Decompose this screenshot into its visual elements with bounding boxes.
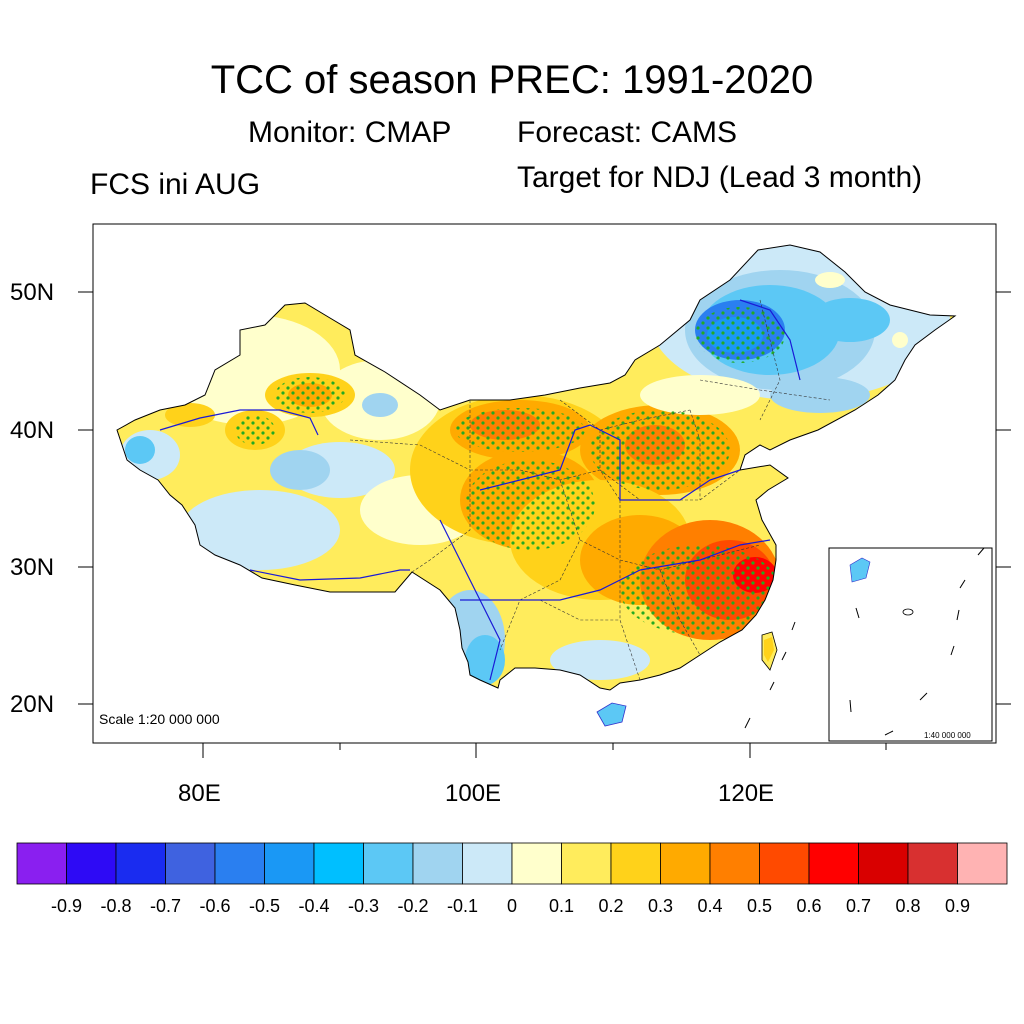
- colorbar-label: -0.2: [397, 896, 429, 916]
- colorbar-label: 0.2: [598, 896, 624, 916]
- chart-title: TCC of season PREC: 1991-2020: [210, 58, 814, 102]
- colorbar-swatch: [511, 842, 562, 885]
- colorbar-swatch: [709, 842, 760, 885]
- china-border: [116, 244, 957, 691]
- colorbar-label: 0.5: [746, 896, 773, 916]
- colorbar-label: -0.9: [50, 896, 83, 916]
- colorbar-label: -0.3: [347, 896, 380, 916]
- forecast-label: Forecast: CAMS: [517, 116, 738, 149]
- province-borders: [349, 299, 831, 681]
- monitor-label: Monitor: CMAP: [248, 116, 452, 149]
- colorbar-swatch: [165, 842, 216, 885]
- colorbar-swatch: [907, 842, 958, 885]
- lat-label-40n: 40N: [10, 417, 55, 444]
- colorbar-swatch: [264, 842, 315, 885]
- colorbar-label: -0.4: [298, 896, 330, 916]
- colorbar-label: 0.6: [796, 896, 822, 916]
- lon-label-80e: 80E: [178, 780, 221, 807]
- colorbar-swatch: [363, 842, 414, 885]
- colorbar-swatch: [313, 842, 364, 885]
- inset-hainan: [849, 557, 871, 583]
- inset-islands: [902, 608, 914, 616]
- init-label: FCS ini AUG: [90, 168, 261, 201]
- colorbar-label: 0.3: [647, 896, 674, 916]
- colorbar-label: 0.1: [548, 896, 575, 916]
- axis-ticks: [78, 291, 1011, 758]
- colorbar-label: -0.1: [446, 896, 479, 916]
- colorbar-label: -0.5: [248, 896, 281, 916]
- colorbar-swatch: [214, 842, 265, 885]
- taiwan-fill: [764, 637, 774, 662]
- colorbar-swatch: [412, 842, 463, 885]
- inset-nine-dash: [849, 547, 985, 736]
- colorbar-swatch: [808, 842, 859, 885]
- lat-label-20n: 20N: [10, 691, 55, 718]
- inset-scale-label: 1:40 000 000: [924, 731, 971, 740]
- colorbar-label: -0.6: [199, 896, 231, 916]
- scale-label: Scale 1:20 000 000: [99, 711, 220, 727]
- colorbar-swatch: [462, 842, 513, 885]
- colorbar-swatch: [66, 842, 117, 885]
- colorbar-label: 0.8: [895, 896, 921, 916]
- colorbar-label: 0.4: [697, 896, 723, 916]
- colorbar-swatch: [660, 842, 711, 885]
- lat-label-50n: 50N: [10, 279, 55, 306]
- colorbar-label: 0.7: [845, 896, 872, 916]
- colorbar-label: 0: [506, 896, 517, 916]
- hainan: [596, 702, 627, 727]
- colorbar-swatch: [610, 842, 661, 885]
- colorbar: [16, 842, 1008, 885]
- target-label: Target for NDJ (Lead 3 month): [517, 161, 923, 194]
- colorbar-swatch: [561, 842, 612, 885]
- colorbar-swatch: [858, 842, 909, 885]
- rivers: [159, 299, 801, 681]
- colorbar-label: -0.8: [100, 896, 132, 916]
- colorbar-swatch: [115, 842, 166, 885]
- colorbar-swatch: [957, 842, 1008, 885]
- lon-label-100e: 100E: [445, 780, 502, 807]
- colorbar-label: 0.9: [944, 896, 971, 916]
- colorbar-swatch: [16, 842, 67, 885]
- colorbar-swatch: [759, 842, 810, 885]
- lat-label-30n: 30N: [10, 554, 55, 581]
- island-dashes: [744, 621, 796, 729]
- lon-label-120e: 120E: [718, 780, 775, 807]
- colorbar-label: -0.7: [149, 896, 182, 916]
